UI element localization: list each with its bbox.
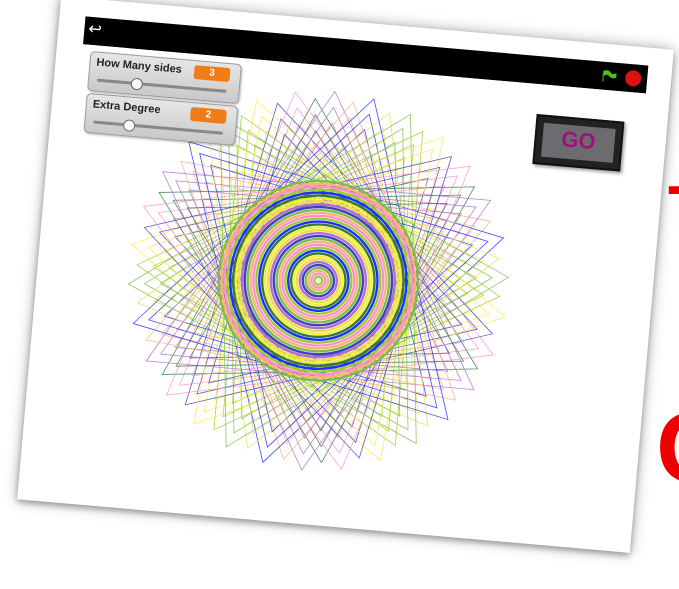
- monitor-label: How Many sides: [96, 56, 183, 76]
- go-button[interactable]: GO: [532, 114, 625, 172]
- slider-track[interactable]: [93, 119, 223, 135]
- monitor-value: 2: [189, 106, 227, 124]
- spirograph-drawing: [127, 90, 510, 471]
- background-letter-t: T: [668, 175, 679, 245]
- stop-sign-icon[interactable]: [624, 69, 642, 87]
- monitor-label: Extra Degree: [92, 98, 162, 117]
- go-button-label: GO: [541, 122, 616, 163]
- stage-canvas: How Many sides 3 Extra Degree 2 GO: [44, 44, 646, 537]
- stage-header-bar: ↩: [83, 16, 649, 94]
- slider-knob[interactable]: [130, 77, 144, 91]
- back-arrow-icon[interactable]: ↩: [87, 20, 103, 39]
- slider-knob[interactable]: [122, 119, 136, 133]
- background-letter-c: C: [656, 398, 679, 498]
- green-flag-icon[interactable]: [601, 70, 618, 83]
- monitor-value: 3: [193, 65, 231, 83]
- screenshot-card: ↩ How Many sides 3 Extra Degree 2: [17, 0, 674, 553]
- slider-track[interactable]: [96, 77, 227, 93]
